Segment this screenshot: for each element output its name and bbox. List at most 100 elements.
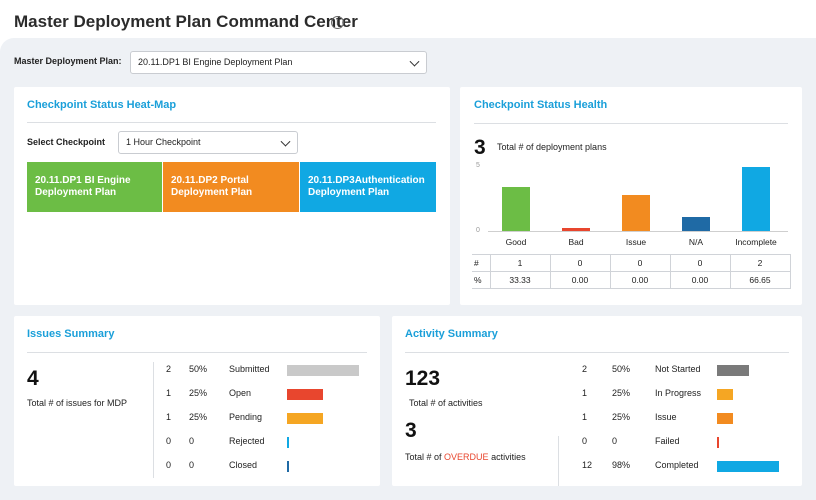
count-row-label: # (472, 254, 491, 272)
issues-row-count: 1 (166, 412, 172, 422)
issues-row-percent: 0 (189, 436, 195, 446)
pct-bad: 0.00 (549, 271, 611, 289)
activity-row-bar (717, 437, 719, 448)
deployment-plan-count: 3 (474, 136, 486, 159)
issues-row-count: 0 (166, 460, 172, 470)
issues-row-count: 1 (166, 388, 172, 398)
pct-na: 0.00 (669, 271, 731, 289)
activity-row-count: 12 (582, 460, 593, 470)
tile-line2: Deployment Plan (308, 187, 390, 198)
count-row: # 1 0 0 0 2 (472, 254, 791, 272)
heatmap-card: Checkpoint Status Heat-Map Select Checkp… (14, 87, 450, 305)
overdue-count: 3 (405, 419, 417, 442)
y-tick-max: 5 (476, 162, 480, 169)
pct-issue: 0.00 (609, 271, 671, 289)
tile-line1: 20.11.DP2 Portal (171, 175, 249, 186)
tile-line2: Deployment Plan (35, 187, 117, 198)
activity-row-label[interactable]: Issue (655, 412, 677, 422)
issues-row-label[interactable]: Pending (229, 412, 263, 422)
health-bar-good[interactable] (502, 187, 530, 231)
health-stats-table: # 1 0 0 0 2 % 33.33 0.00 0.00 0.00 66.65 (472, 254, 791, 289)
health-bar-na[interactable] (682, 217, 710, 231)
heatmap-tile-dp2[interactable]: 20.11.DP2 Portal Deployment Plan (163, 162, 299, 212)
y-tick-min: 0 (476, 227, 480, 234)
issues-row-count: 2 (166, 364, 172, 374)
x-tick-label-na: N/A (688, 237, 704, 247)
issues-row-label[interactable]: Closed (229, 460, 258, 470)
count-bad: 0 (549, 254, 611, 272)
percent-row-label: % (472, 271, 491, 289)
activity-row-count: 1 (582, 388, 588, 398)
issues-title: Issues Summary (27, 328, 115, 340)
heatmap-tile-dp1[interactable]: 20.11.DP1 BI Engine Deployment Plan (27, 162, 162, 212)
tile-line1: 20.11.DP1 BI Engine (35, 175, 131, 186)
tile-line1: 20.11.DP3Authentication (308, 175, 425, 186)
checkpoint-select[interactable]: 1 Hour Checkpoint (118, 131, 298, 154)
activity-row-bar (717, 365, 749, 376)
issues-count: 4 (27, 367, 39, 390)
checkpoint-select-value: 1 Hour Checkpoint (126, 137, 201, 147)
issues-row-label[interactable]: Submitted (229, 364, 270, 374)
divider (558, 436, 559, 486)
select-checkpoint-label: Select Checkpoint (27, 137, 106, 147)
activity-row-percent: 0 (612, 436, 618, 446)
activity-row-percent: 25% (612, 412, 631, 422)
count-good: 1 (489, 254, 551, 272)
x-tick-label-incomplete: Incomplete (735, 237, 777, 247)
heatmap-tile-dp3[interactable]: 20.11.DP3Authentication Deployment Plan (300, 162, 436, 212)
percent-row: % 33.33 0.00 0.00 0.00 66.65 (472, 271, 791, 289)
health-bar-bad[interactable] (562, 228, 590, 231)
activity-card: Activity Summary 123 Total # of activiti… (392, 316, 802, 486)
count-issue: 0 (609, 254, 671, 272)
page-header: Master Deployment Plan Command Center i (0, 0, 816, 42)
issues-count-label: Total # of issues for MDP (27, 398, 128, 408)
issues-row-label[interactable]: Open (229, 388, 252, 398)
health-title: Checkpoint Status Health (474, 99, 608, 111)
health-card: Checkpoint Status Health 3 Total # of de… (460, 87, 802, 305)
issues-card: Issues Summary 4 Total # of issues for M… (14, 316, 380, 486)
heatmap-title: Checkpoint Status Heat-Map (27, 99, 177, 111)
activity-row-label[interactable]: Completed (655, 460, 699, 470)
mdp-select[interactable]: 20.11.DP1 BI Engine Deployment Plan (130, 51, 427, 74)
health-bar-incomplete[interactable] (742, 167, 770, 231)
activity-row-percent: 50% (612, 364, 631, 374)
issues-row-bar (287, 365, 359, 376)
mdp-select-value: 20.11.DP1 BI Engine Deployment Plan (138, 57, 293, 67)
divider (27, 352, 367, 353)
count-na: 0 (669, 254, 731, 272)
chevron-down-icon (280, 136, 291, 147)
mdp-label: Master Deployment Plan: (14, 56, 122, 66)
overdue-prefix: Total # of (405, 452, 442, 462)
issues-row-label[interactable]: Rejected (229, 436, 265, 446)
issues-row-bar (287, 389, 323, 400)
tile-line2: Deployment Plan (171, 187, 253, 198)
activity-count-label: Total # of activities (409, 398, 483, 408)
activity-row-percent: 98% (612, 460, 631, 470)
deployment-plan-count-label: Total # of deployment plans (497, 142, 607, 152)
activity-row-label[interactable]: Not Started (655, 364, 701, 374)
activity-row-bar (717, 413, 733, 424)
pct-incomplete: 66.65 (729, 271, 791, 289)
divider (405, 352, 789, 353)
activity-row-percent: 25% (612, 388, 631, 398)
divider (474, 123, 788, 124)
pct-good: 33.33 (489, 271, 551, 289)
health-bar-issue[interactable] (622, 195, 650, 231)
activity-row-label[interactable]: In Progress (655, 388, 702, 398)
overdue-label: Total # of OVERDUE activities (405, 452, 526, 462)
x-tick-label-good: Good (505, 237, 527, 247)
info-icon[interactable]: i (331, 16, 344, 29)
chart-baseline (488, 231, 788, 232)
overdue-suffix: activities (491, 452, 526, 462)
issues-row-percent: 25% (189, 412, 208, 422)
chevron-down-icon (409, 56, 420, 67)
activity-title: Activity Summary (405, 328, 498, 340)
activity-row-label[interactable]: Failed (655, 436, 680, 446)
issues-row-bar (287, 413, 323, 424)
issues-row-bar (287, 461, 289, 472)
activity-count: 123 (405, 367, 441, 390)
activity-row-count: 2 (582, 364, 588, 374)
divider (27, 122, 436, 123)
issues-row-count: 0 (166, 436, 172, 446)
activity-row-bar (717, 461, 779, 472)
